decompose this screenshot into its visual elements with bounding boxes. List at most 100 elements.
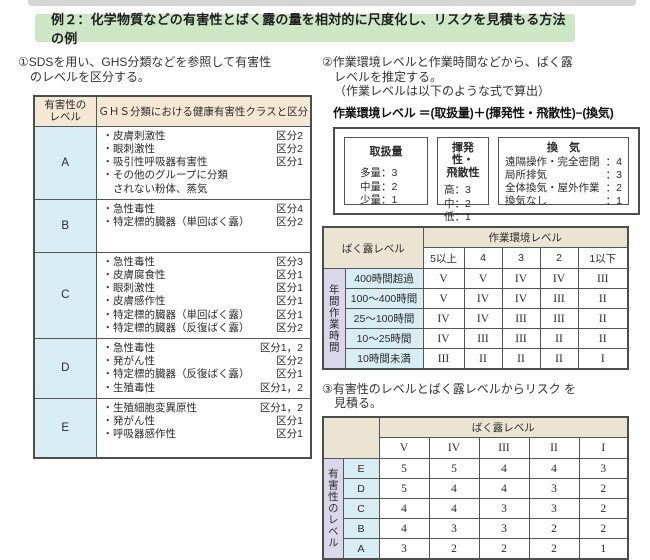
hazard-item: ・吸引性呼吸器有害性 区分1	[102, 156, 304, 169]
hazard-item: ・特定標的臓器（単回ばく露） 区分1	[102, 308, 304, 321]
risk-value: 5	[428, 458, 480, 480]
step1-line1: ①SDSを用い、GHS分類などを参照して有害性	[18, 55, 272, 69]
volatility-items: 高：3 中：2 低：1	[444, 184, 482, 225]
factor-box: 取扱量 多量：3 中量：2 少量：1 揮発性・ 飛散性 高：3 中：2 低：1 換 気 …	[333, 126, 640, 223]
risk-value: 2	[478, 538, 530, 560]
step2-line3: （作業レベルは以下のような式で算出）	[334, 84, 551, 99]
risk-value: 3	[578, 458, 629, 480]
hazard-item: ・特定標的臓器（反復ばく露） 区分1	[102, 368, 304, 381]
ventilation-items: 遠隔操作・完全密閉 ：4 局所排気 ：3 全体換気・屋外作業 ：2 換気なし ：1	[505, 156, 622, 208]
exposure-value: II	[577, 328, 629, 350]
risk-value: 4	[378, 518, 430, 540]
risk-value: 4	[428, 478, 480, 500]
annual-work-hours-header: 年間作業時間	[322, 268, 346, 370]
exposure-row: 年間作業時間 400時間超過 V V IV IV III	[322, 268, 629, 370]
hazard-item: ・特定標的臓器（反復ばく露） 区分2	[102, 321, 304, 334]
risk-col-header: II	[528, 437, 580, 460]
exposure-value: IV	[422, 328, 465, 350]
risk-col-header: IV	[428, 437, 480, 460]
step2-line1: ②作業環境レベルと作業時間などから、ばく露	[322, 55, 573, 69]
exposure-row-label: 10時間未満	[344, 348, 424, 370]
risk-col-header: V	[378, 437, 430, 460]
exposure-corner-header: ばく露レベル	[322, 226, 424, 270]
risk-col-header: III	[478, 437, 530, 460]
exposure-table-body: 年間作業時間 400時間超過 V V IV IV III 100〜400時間 V IV IV III I…	[322, 268, 629, 370]
step2-line2: レベルを推定する。	[334, 69, 443, 84]
hazard-item: ・その他のグループに分類	[102, 169, 228, 182]
risk-row-level: C	[342, 498, 380, 520]
exposure-value: III	[501, 328, 541, 350]
risk-col-header: I	[578, 437, 629, 460]
exposure-value: III	[539, 288, 579, 310]
hazard-item: ・発がん性 区分1	[102, 414, 304, 427]
exposure-col-header: 3	[501, 247, 541, 270]
exposure-row: 10時間未満 III II II II I	[323, 348, 629, 370]
risk-value: 3	[528, 498, 580, 520]
volatility-item: 中：2	[444, 197, 471, 210]
hazard-items-D: ・急性毒性 区分1，2 ・発がん性 区分2 ・特定標的臓器（反復ばく露） 区分1 ・生殖毒性…	[95, 337, 312, 399]
volatility-item: 高：3	[444, 184, 471, 197]
exposure-value: IV	[539, 268, 579, 290]
handling-amount-items: 多量：3 中量：2 少量：1	[351, 167, 421, 208]
hazard-level-C: C	[33, 251, 97, 339]
hazard-item: ・眼刺激性 区分2	[102, 142, 304, 155]
exposure-value: IV	[463, 288, 503, 310]
hazard-item: ・生殖細胞変異原性 区分1，2	[102, 401, 304, 414]
risk-value: 3	[378, 538, 430, 560]
hazard-header-row: 有害性の レベル ＧＨＳ分類における健康有害性クラスと区分	[33, 95, 312, 127]
hazard-table-body: A ・皮膚刺激性 区分2 ・眼刺激性 区分2 ・吸引性呼吸器有害性 区分1 ・その他のグループ…	[33, 125, 312, 459]
exposure-value: II	[501, 348, 541, 370]
volatility-box: 揮発性・ 飛散性 高：3 中：2 低：1	[437, 136, 489, 223]
handling-amount-box: 取扱量 多量：3 中量：2 少量：1	[344, 136, 428, 208]
risk-header-row2: V IV III II I	[323, 437, 629, 460]
risk-value: 4	[528, 458, 580, 480]
exposure-value: II	[577, 288, 629, 310]
ventilation-item: 局所排気 ：3	[505, 169, 622, 182]
risk-value: 4	[478, 458, 530, 480]
hazard-items-A: ・皮膚刺激性 区分2 ・眼刺激性 区分2 ・吸引性呼吸器有害性 区分1 ・その他のグループに…	[95, 125, 312, 200]
risk-value: 5	[378, 478, 430, 500]
risk-value: 2	[528, 518, 580, 540]
work-env-level-group-header: 作業環境レベル	[422, 226, 629, 249]
left-column: ①SDSを用い、GHS分類などを参照して有害性 のレベルを区分する。 有害性の …	[18, 55, 318, 460]
risk-row-level: D	[342, 478, 380, 500]
work-env-level-formula: 作業環境レベル ＝(取扱量)＋(揮発性・飛散性)−(換気)	[333, 105, 614, 120]
exposure-row-label: 100〜400時間	[344, 288, 424, 310]
risk-value: 2	[428, 538, 480, 560]
hazard-item: ・急性毒性 区分4	[102, 202, 304, 215]
exposure-row-label: 400時間超過	[344, 268, 424, 290]
hazard-row-B: B ・急性毒性 区分4 ・特定標的臓器（単回ばく露） 区分2	[33, 198, 312, 253]
title-banner: 例２：化学物質などの有害性とばく露の量を相対的に尺度化し、リスクを見積もる方法の…	[35, 12, 575, 46]
hazard-item: されない粉体、蒸気	[102, 182, 208, 195]
risk-value: 2	[578, 498, 629, 520]
risk-value: 3	[528, 478, 580, 500]
risk-value: 2	[528, 538, 580, 560]
risk-row-level: B	[342, 518, 380, 540]
exposure-row: 10〜25時間 IV III III II II	[323, 328, 629, 350]
risk-value: 3	[428, 518, 480, 540]
risk-value: 4	[428, 498, 480, 520]
risk-value: 2	[578, 518, 629, 540]
hazard-items-B: ・急性毒性 区分4 ・特定標的臓器（単回ばく露） 区分2	[95, 198, 312, 253]
risk-value: 4	[478, 478, 530, 500]
exposure-value: I	[577, 348, 629, 370]
hazard-level-A: A	[33, 125, 97, 200]
hazard-row-C: C ・急性毒性 区分3 ・皮膚腐食性 区分1 ・眼刺激性 区分1 ・皮膚感作性 区分1 ・特定標的…	[33, 251, 312, 339]
exposure-value: IV	[501, 268, 541, 290]
risk-value: 1	[578, 538, 629, 560]
hazard-item: ・生殖毒性 区分1，2	[102, 381, 304, 394]
exposure-row: 100〜400時間 V IV IV III II	[323, 288, 629, 310]
exposure-level-table: ばく露レベル 作業環境レベル 5以上 4 3 2 1以下 年間作業時間 400時間超過 V V…	[322, 225, 629, 370]
hazard-item: ・皮膚腐食性 区分1	[102, 268, 304, 281]
step3-line1: ③有害性のレベルとばく露レベルからリスク を	[322, 381, 577, 396]
ghs-class-column-header: ＧＨＳ分類における健康有害性クラスと区分	[95, 95, 312, 127]
hazard-row-E: E ・生殖細胞変異原性 区分1，2 ・発がん性 区分1 ・呼吸器感作性 区分1	[33, 397, 312, 459]
hazard-item: ・皮膚感作性 区分1	[102, 295, 304, 308]
ventilation-item: 全体換気・屋外作業 ：2	[505, 182, 622, 195]
exposure-value: V	[422, 288, 465, 310]
step1-line2: のレベルを区分する。	[30, 69, 151, 84]
hazard-item: ・発がん性 区分2	[102, 355, 304, 368]
ventilation-item: 遠隔操作・完全密閉 ：4	[505, 156, 622, 169]
